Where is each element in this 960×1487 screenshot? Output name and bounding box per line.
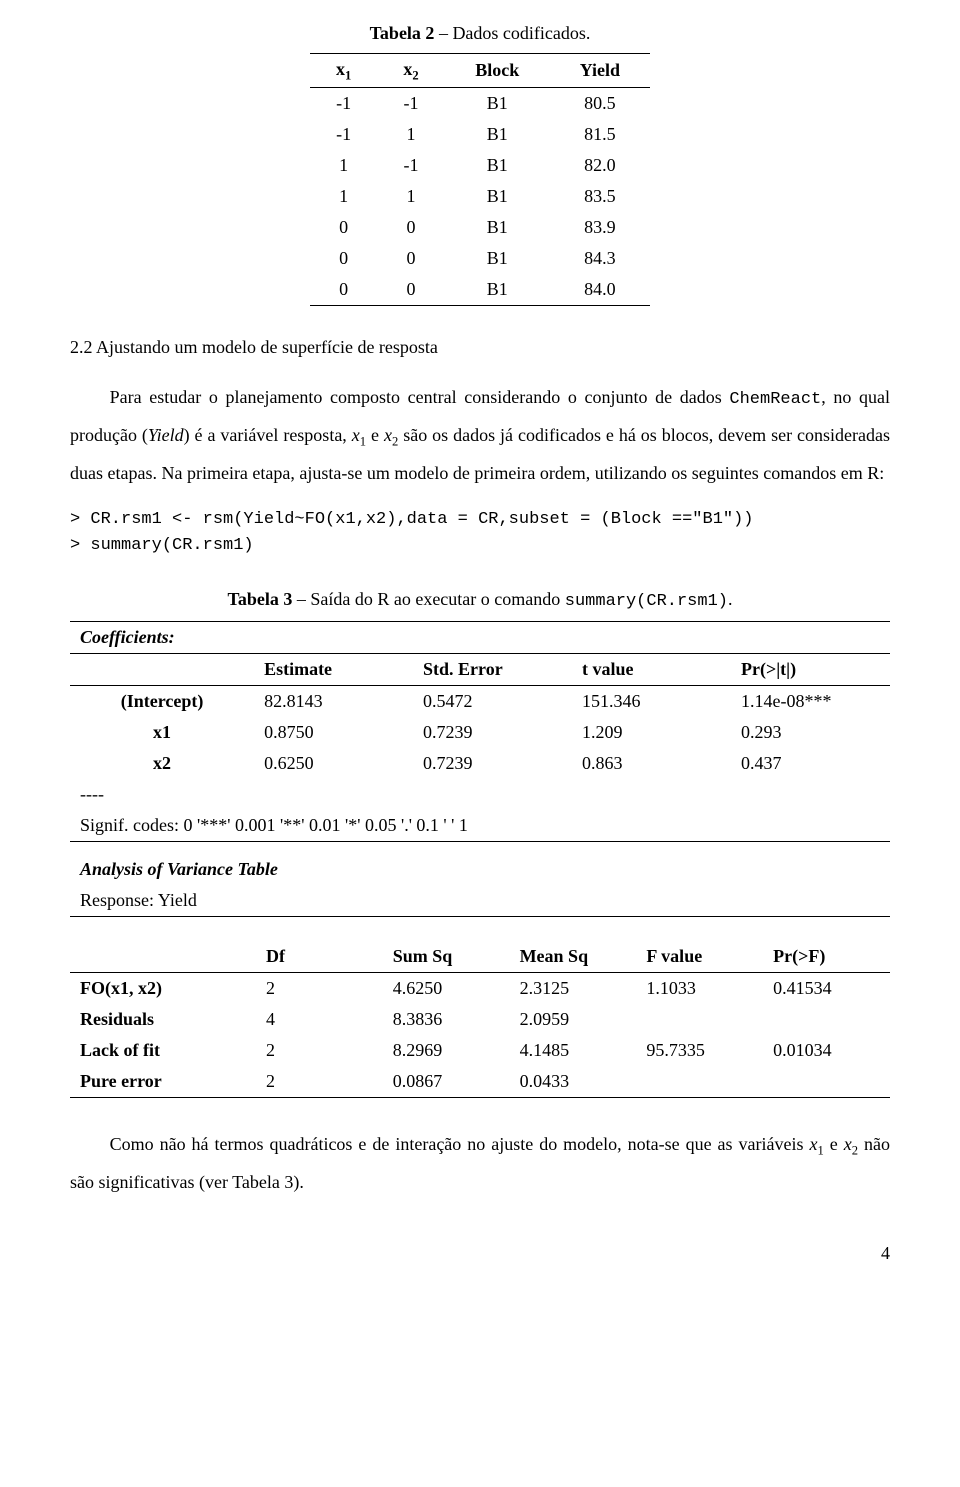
- anova-cell: 2.0959: [510, 1004, 637, 1035]
- anova-cell: 4: [256, 1004, 383, 1035]
- table2-cell: -1: [310, 88, 377, 120]
- table3: Coefficients: Estimate Std. Error t valu…: [70, 621, 890, 917]
- anova-cell: 2.3125: [510, 972, 637, 1004]
- signif-codes: Signif. codes: 0 '***' 0.001 '**' 0.01 '…: [70, 810, 890, 842]
- anova-cell: 0.41534: [763, 972, 890, 1004]
- dashes: ----: [70, 779, 890, 810]
- anova-cell: Residuals: [70, 1004, 256, 1035]
- coef-cell: 0.7239: [413, 748, 572, 779]
- coef-h2: Std. Error: [413, 653, 572, 685]
- coef-cell: 1.14e-08***: [731, 685, 890, 717]
- anova-response: Response: Yield: [70, 885, 890, 917]
- table2-cell: 0: [377, 212, 444, 243]
- anova-cell: 8.3836: [383, 1004, 510, 1035]
- paragraph-2: Como não há termos quadráticos e de inte…: [70, 1126, 890, 1200]
- anova-cell: 4.1485: [510, 1035, 637, 1066]
- table2-cell: 0: [310, 243, 377, 274]
- table2-caption: Tabela 2 – Dados codificados.: [70, 20, 890, 47]
- anova-h3: Mean Sq: [510, 941, 637, 973]
- anova-cell: 4.6250: [383, 972, 510, 1004]
- coef-cell: 0.8750: [254, 717, 413, 748]
- coef-cell: 0.863: [572, 748, 731, 779]
- table2-caption-bold: Tabela 2: [370, 23, 435, 43]
- table2-cell: -1: [310, 119, 377, 150]
- table2-caption-rest: – Dados codificados.: [434, 23, 590, 43]
- anova-cell: 2: [256, 1066, 383, 1098]
- coef-cell: 1.209: [572, 717, 731, 748]
- anova-cell: 2: [256, 1035, 383, 1066]
- anova-h5: Pr(>F): [763, 941, 890, 973]
- table2-cell: 80.5: [550, 88, 650, 120]
- coef-cell: 0.437: [731, 748, 890, 779]
- paragraph-1: Para estudar o planejamento composto cen…: [70, 379, 890, 491]
- coefficients-title: Coefficients:: [70, 621, 890, 653]
- page-number: 4: [70, 1240, 890, 1267]
- anova-cell: 95.7335: [636, 1035, 763, 1066]
- anova-cell: 2: [256, 972, 383, 1004]
- anova-cell: [763, 1066, 890, 1098]
- table2-h1: x1: [310, 54, 377, 88]
- table2-h4: Yield: [550, 54, 650, 88]
- table2-cell: 83.5: [550, 181, 650, 212]
- table3-caption: Tabela 3 – Saída do R ao executar o coma…: [70, 586, 890, 615]
- coef-cell: 0.293: [731, 717, 890, 748]
- table2-cell: B1: [445, 274, 550, 306]
- table2: x1 x2 Block Yield -1-1B180.5-11B181.51-1…: [310, 53, 650, 306]
- anova-title: Analysis of Variance Table: [70, 841, 890, 885]
- coef-cell: 82.8143: [254, 685, 413, 717]
- table2-cell: B1: [445, 243, 550, 274]
- table2-cell: 1: [377, 119, 444, 150]
- anova-cell: 0.0433: [510, 1066, 637, 1098]
- table2-h2: x2: [377, 54, 444, 88]
- table2-cell: 1: [310, 150, 377, 181]
- anova-cell: Pure error: [70, 1066, 256, 1098]
- table2-cell: B1: [445, 150, 550, 181]
- coef-cell: 0.5472: [413, 685, 572, 717]
- section-title: 2.2 Ajustando um modelo de superfície de…: [70, 334, 890, 361]
- anova-h4: F value: [636, 941, 763, 973]
- anova-cell: FO(x1, x2): [70, 972, 256, 1004]
- table2-cell: 0: [377, 243, 444, 274]
- table2-cell: 1: [310, 181, 377, 212]
- table2-cell: B1: [445, 119, 550, 150]
- anova-cell: [763, 1004, 890, 1035]
- table2-cell: 84.0: [550, 274, 650, 306]
- anova-cell: 0.0867: [383, 1066, 510, 1098]
- table2-cell: B1: [445, 212, 550, 243]
- anova-h0: [70, 941, 256, 973]
- table2-cell: 84.3: [550, 243, 650, 274]
- table2-cell: -1: [377, 150, 444, 181]
- table2-cell: 82.0: [550, 150, 650, 181]
- coef-cell: (Intercept): [70, 685, 254, 717]
- table2-cell: 0: [377, 274, 444, 306]
- coef-cell: x2: [70, 748, 254, 779]
- anova-cell: [636, 1066, 763, 1098]
- anova-h2: Sum Sq: [383, 941, 510, 973]
- anova-cell: 0.01034: [763, 1035, 890, 1066]
- table2-cell: -1: [377, 88, 444, 120]
- coef-cell: x1: [70, 717, 254, 748]
- coef-cell: 0.7239: [413, 717, 572, 748]
- table2-cell: 1: [377, 181, 444, 212]
- coef-h1: Estimate: [254, 653, 413, 685]
- anova-cell: 1.1033: [636, 972, 763, 1004]
- table2-cell: 0: [310, 274, 377, 306]
- coef-h3: t value: [572, 653, 731, 685]
- anova-cell: 8.2969: [383, 1035, 510, 1066]
- anova-h1: Df: [256, 941, 383, 973]
- coef-h4: Pr(>|t|): [731, 653, 890, 685]
- table3-anova: Df Sum Sq Mean Sq F value Pr(>F) FO(x1, …: [70, 941, 890, 1098]
- coef-cell: 151.346: [572, 685, 731, 717]
- table2-h3: Block: [445, 54, 550, 88]
- coef-cell: 0.6250: [254, 748, 413, 779]
- table2-cell: 83.9: [550, 212, 650, 243]
- code-block: > CR.rsm1 <- rsm(Yield~FO(x1,x2),data = …: [70, 507, 890, 558]
- anova-cell: [636, 1004, 763, 1035]
- table2-cell: 0: [310, 212, 377, 243]
- coef-h0: [70, 653, 254, 685]
- anova-cell: Lack of fit: [70, 1035, 256, 1066]
- table2-cell: 81.5: [550, 119, 650, 150]
- table2-cell: B1: [445, 181, 550, 212]
- table2-cell: B1: [445, 88, 550, 120]
